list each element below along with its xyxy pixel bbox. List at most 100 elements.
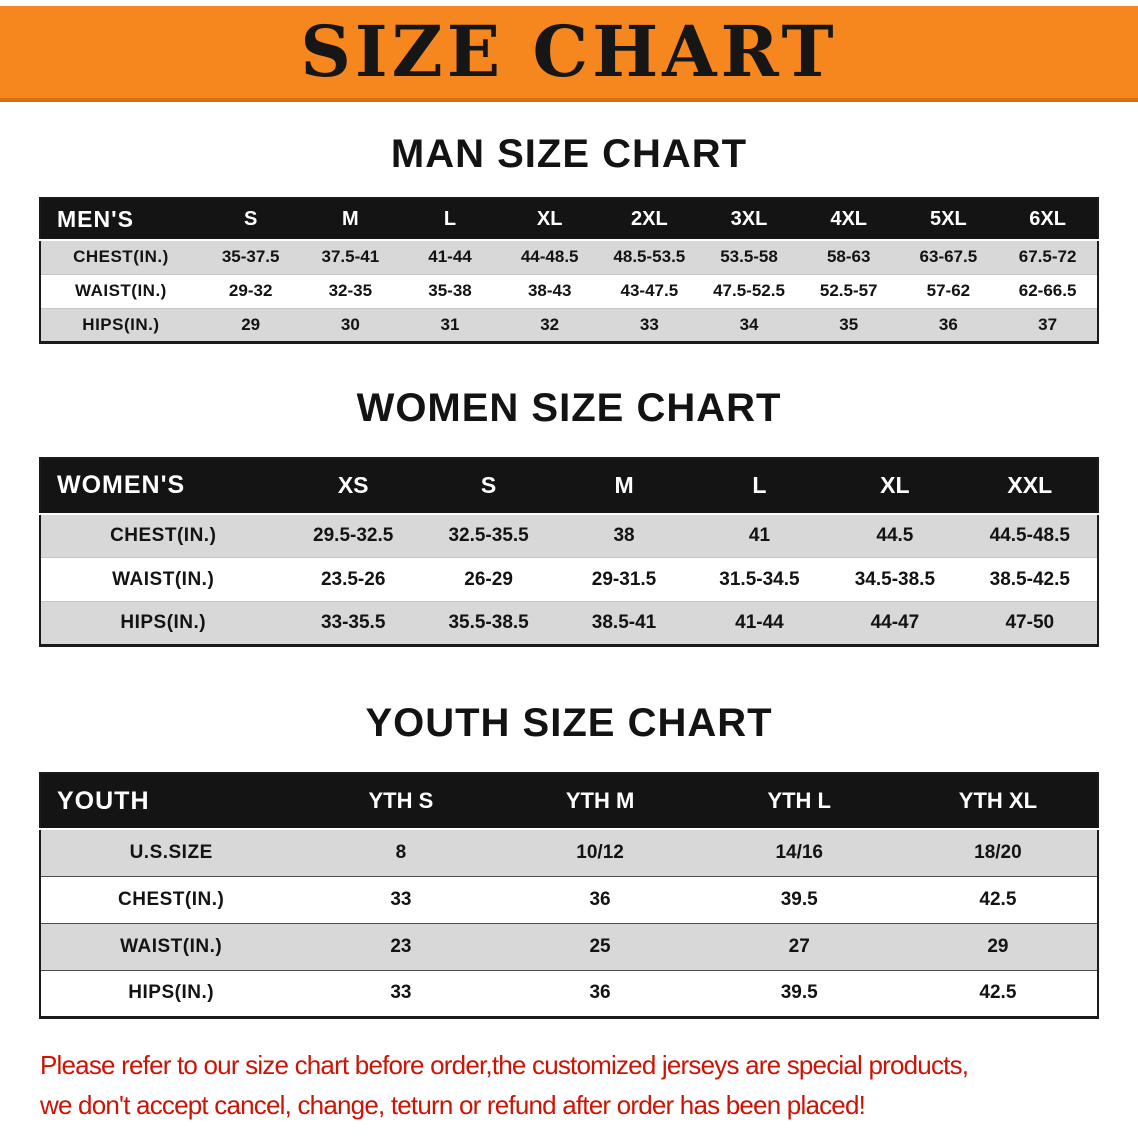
- size-value-cell: 10/12: [576, 841, 624, 863]
- size-value-cell: 39.5: [780, 982, 818, 1003]
- size-value-cell: 18/20: [974, 841, 1022, 863]
- measurement-label: CHEST(IN.): [110, 524, 217, 546]
- measurement-label: U.S.SIZE: [129, 841, 213, 863]
- measurement-label: WAIST(IN.): [112, 568, 215, 590]
- size-column-header: XXL: [962, 457, 1098, 515]
- size-value-cell: 38.5-41: [591, 612, 657, 633]
- size-value-cell: 44-48.5: [520, 247, 579, 267]
- size-value-cell: 67.5-72: [1018, 247, 1077, 267]
- size-value-cell: 34.5-38.5: [854, 568, 936, 590]
- size-value-cell: 32.5-35.5: [448, 524, 529, 546]
- size-value-cell: 33: [390, 888, 412, 910]
- women-section-heading: WOMEN SIZE CHART: [356, 385, 782, 430]
- size-value-cell: 42.5: [979, 888, 1017, 910]
- men-section-heading: MAN SIZE CHART: [390, 132, 748, 176]
- measurement-label: HIPS(IN.): [128, 982, 215, 1003]
- size-value-cell: 38: [613, 524, 635, 546]
- size-value-cell: 36: [589, 982, 611, 1003]
- size-value-cell: 35-37.5: [221, 247, 280, 267]
- size-value-cell: 31: [440, 314, 460, 334]
- size-value-cell: 29-32: [228, 281, 273, 300]
- measurement-label: WAIST(IN.): [74, 281, 167, 300]
- title-banner: SIZE CHART: [0, 6, 1138, 102]
- size-value-cell: 48.5-53.5: [613, 247, 686, 267]
- size-value-cell: 30: [340, 314, 360, 334]
- size-value-cell: 31.5-34.5: [719, 568, 800, 590]
- size-value-cell: 29: [241, 314, 261, 334]
- measurement-row: HIPS(IN.) 29 30 31 32 33 34 35 36 37: [40, 308, 1098, 342]
- page-title: SIZE CHART: [300, 10, 838, 93]
- youth-header-row: YOUTH YTH S YTH M YTH L YTH XL: [40, 773, 1098, 830]
- size-column-header: YTH XL: [898, 773, 1098, 830]
- size-value-cell: 44-47: [870, 612, 920, 633]
- size-value-cell: 25: [589, 935, 611, 957]
- size-value-cell: 38.5-42.5: [989, 568, 1070, 590]
- measurement-row: WAIST(IN.) 23.5-26 26-29 29-31.5 31.5-34.5 34…: [40, 557, 1098, 602]
- men-header-row: MEN'S S M L XL 2XL 3XL 4XL 5XL 6XL: [40, 198, 1098, 241]
- size-value-cell: 23: [390, 935, 412, 957]
- size-column-header: 6XL: [998, 198, 1098, 241]
- men-size-chart-section: MAN SIZE CHART MEN'S S M L XL 2XL 3XL 4XL 5XL 6XL…: [0, 132, 1138, 344]
- size-column-header: 4XL: [798, 198, 899, 241]
- women-group-label: WOMEN'S: [40, 457, 286, 515]
- size-chart-page: SIZE CHART MAN SIZE CHART MEN'S S M L XL 2XL 3…: [0, 6, 1138, 1125]
- size-value-cell: 26-29: [464, 568, 513, 590]
- men-size-table: MEN'S S M L XL 2XL 3XL 4XL 5XL 6XL CHEST(IN.) 35-37…: [39, 197, 1099, 344]
- size-column-header: S: [420, 457, 557, 515]
- size-value-cell: 41-44: [735, 612, 784, 633]
- size-column-header: L: [400, 198, 500, 241]
- youth-group-label: YOUTH: [40, 773, 302, 830]
- size-column-header: XL: [827, 457, 963, 515]
- size-column-header: YTH L: [699, 773, 899, 830]
- size-column-header: L: [691, 457, 828, 515]
- size-value-cell: 58-63: [826, 247, 871, 267]
- youth-size-chart-section: YOUTH SIZE CHART YOUTH YTH S YTH M YTH L YTH…: [0, 701, 1138, 1019]
- size-value-cell: 32: [540, 314, 560, 334]
- size-value-cell: 36: [938, 314, 958, 334]
- size-value-cell: 41: [748, 524, 771, 546]
- size-column-header: XS: [285, 457, 421, 515]
- size-value-cell: 63-67.5: [919, 247, 978, 267]
- size-column-header: S: [200, 198, 301, 241]
- size-column-header: M: [300, 198, 401, 241]
- size-value-cell: 35.5-38.5: [448, 612, 529, 633]
- disclaimer-line: we don't accept cancel, change, teturn o…: [40, 1089, 866, 1120]
- size-column-header: M: [556, 457, 692, 515]
- size-value-cell: 47.5-52.5: [713, 281, 785, 300]
- measurement-row: U.S.SIZE 8 10/12 14/16 18/20: [40, 829, 1098, 876]
- youth-section-heading: YOUTH SIZE CHART: [365, 701, 773, 745]
- size-value-cell: 52.5-57: [819, 281, 878, 300]
- measurement-label: CHEST(IN.): [118, 888, 225, 910]
- women-header-row: WOMEN'S XS S M L XL XXL: [40, 457, 1098, 515]
- size-value-cell: 37.5-41: [321, 247, 380, 267]
- size-value-cell: 37: [1038, 314, 1058, 334]
- youth-size-table: YOUTH YTH S YTH M YTH L YTH XL U.S.SIZE 8 10/12…: [39, 772, 1099, 1019]
- size-value-cell: 34: [739, 314, 759, 334]
- women-size-table: WOMEN'S XS S M L XL XXL CHEST(IN.) 29.5-32.5 32.5…: [39, 456, 1099, 647]
- size-value-cell: 32-35: [328, 281, 373, 300]
- size-value-cell: 44.5: [876, 524, 914, 546]
- men-group-label: MEN'S: [40, 198, 201, 241]
- size-column-header: 2XL: [599, 198, 700, 241]
- measurement-label: WAIST(IN.): [120, 935, 223, 957]
- measurement-row: WAIST(IN.) 23 25 27 29: [40, 923, 1098, 970]
- size-value-cell: 35-38: [428, 281, 472, 300]
- disclaimer: Please refer to our size chart before or…: [40, 1045, 1100, 1125]
- size-value-cell: 33: [639, 314, 659, 334]
- measurement-label: HIPS(IN.): [120, 612, 207, 633]
- size-value-cell: 38-43: [527, 281, 572, 300]
- size-value-cell: 62-66.5: [1018, 281, 1077, 300]
- size-value-cell: 8: [395, 841, 407, 863]
- size-value-cell: 33-35.5: [320, 612, 386, 633]
- measurement-row: CHEST(IN.) 33 36 39.5 42.5: [40, 876, 1098, 923]
- size-value-cell: 47-50: [1005, 612, 1055, 633]
- measurement-row: HIPS(IN.) 33 36 39.5 42.5: [40, 970, 1098, 1017]
- size-value-cell: 29.5-32.5: [313, 524, 394, 546]
- measurement-row: HIPS(IN.) 33-35.5 35.5-38.5 38.5-41 41-44 44-…: [40, 601, 1098, 646]
- size-value-cell: 14/16: [775, 841, 823, 863]
- size-column-header: YTH M: [500, 773, 700, 830]
- size-value-cell: 35: [839, 314, 859, 334]
- measurement-label: HIPS(IN.): [82, 314, 160, 334]
- disclaimer-line: Please refer to our size chart before or…: [40, 1049, 969, 1080]
- size-value-cell: 39.5: [780, 888, 818, 910]
